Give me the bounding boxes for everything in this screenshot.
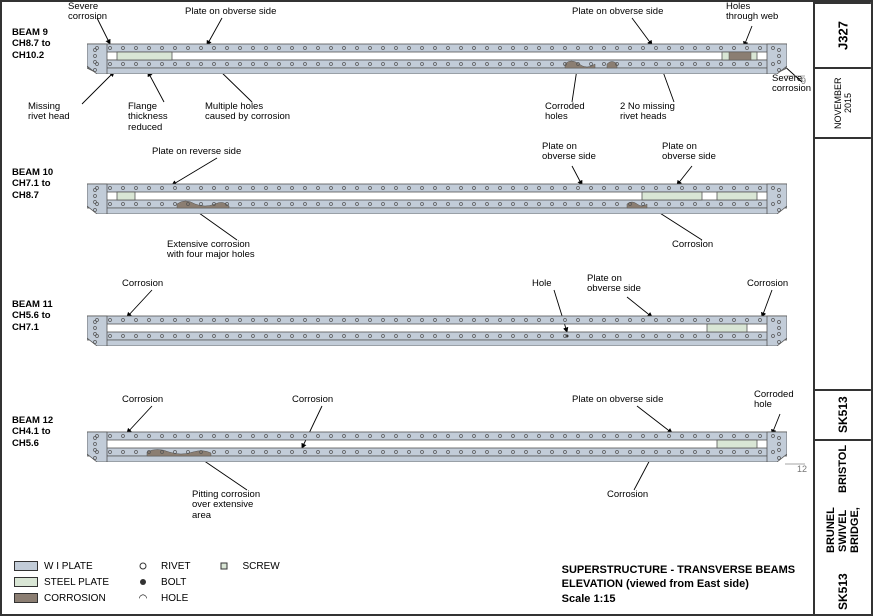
tb-job: J327 (815, 2, 871, 67)
co-2miss-rivet: 2 No missingrivet heads (620, 102, 675, 123)
tb-spacer (815, 137, 871, 389)
co-corr-holes: Corrodedholes (545, 102, 585, 123)
titleblock: J327 NOVEMBER 2015 SK513 BRUNEL SWIVEL B… (815, 2, 871, 614)
co-corr-hole: Corrodedhole (754, 390, 794, 411)
beam-12-tag: 12 (797, 464, 807, 474)
co-ext-corr: Extensive corrosionwith four major holes (167, 240, 255, 261)
beam-10-elevation (87, 164, 787, 214)
co-plate-obv5: Plate onobverse side (587, 274, 641, 295)
co-corr-2: Corrosion (122, 279, 163, 289)
beam-12-elevation (87, 412, 787, 462)
beam-9-group: BEAM 9 CH8.7 to CH10.2 9 (12, 2, 803, 142)
co-severe-1: Severecorrosion (68, 2, 107, 23)
tb-title: BRUNEL SWIVEL BRIDGE, BRISTOL (815, 439, 871, 569)
co-corr-3: Corrosion (747, 279, 788, 289)
co-corr-5: Corrosion (292, 395, 333, 405)
drawing-title: SUPERSTRUCTURE - TRANSVERSE BEAMS ELEVAT… (562, 563, 795, 606)
co-holes-web: Holesthrough web (726, 2, 778, 23)
beam-11-elevation (87, 296, 787, 346)
co-plate-obv3: Plate onobverse side (542, 142, 596, 163)
co-severe-2: Severecorrosion (772, 74, 811, 95)
beam-12-group: BEAM 12 CH4.1 to CH5.6 12 Corrosion Corr… (12, 390, 803, 530)
tb-date: NOVEMBER 2015 (815, 67, 871, 137)
co-corr-6: Corrosion (607, 490, 648, 500)
drawing-area: BEAM 9 CH8.7 to CH10.2 9 (2, 2, 815, 614)
co-plate-obv4: Plate onobverse side (662, 142, 716, 163)
tb-sk2: SK513 (815, 569, 871, 614)
beam-11-group: BEAM 11 CH5.6 to CH7.1 Corrosion Hole Pl… (12, 274, 803, 379)
co-corr-4: Corrosion (122, 395, 163, 405)
co-multi-holes: Multiple holescaused by corrosion (205, 102, 290, 123)
co-plate-obv-2: Plate on obverse side (572, 7, 663, 17)
co-pitting: Pitting corrosionover extensivearea (192, 490, 260, 521)
co-miss-rivet: Missingrivet head (28, 102, 70, 123)
beam-9-elevation (87, 24, 787, 74)
beam-10-group: BEAM 10 CH7.1 to CH8.7 Plate on reverse … (12, 142, 803, 267)
legend: W I PLATE STEEL PLATE CORROSION RIVET BO… (14, 558, 280, 606)
co-corr-1: Corrosion (672, 240, 713, 250)
co-plate-obv-1: Plate on obverse side (185, 7, 276, 17)
tb-sk1: SK513 (815, 389, 871, 439)
co-flange-red: Flangethicknessreduced (128, 102, 168, 133)
co-plate-obv6: Plate on obverse side (572, 395, 663, 405)
co-hole-1: Hole (532, 279, 552, 289)
co-plate-rev: Plate on reverse side (152, 147, 241, 157)
